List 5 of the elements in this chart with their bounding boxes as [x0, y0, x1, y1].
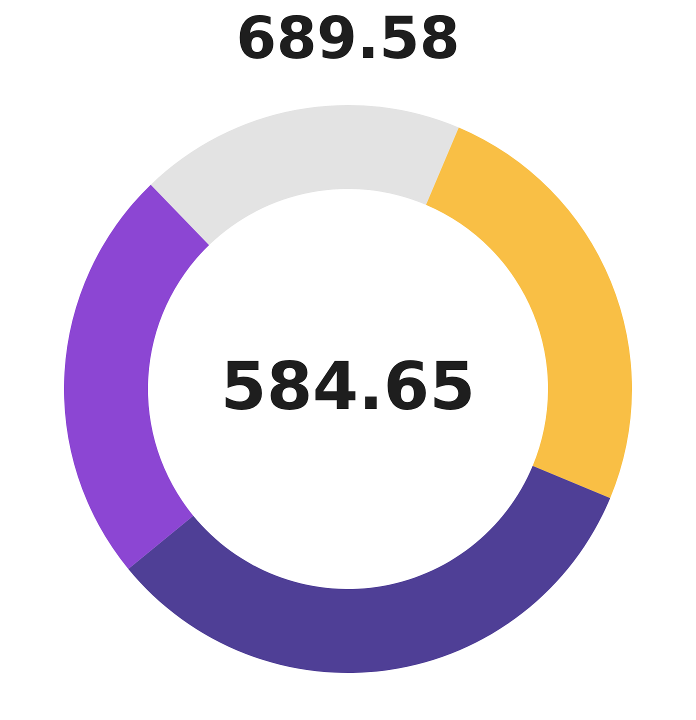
text: 584.65 [220, 348, 476, 425]
donut-slice [128, 466, 610, 673]
donut-slice [150, 105, 459, 246]
donut-slice [64, 184, 210, 569]
chart-title: 689.58 [236, 4, 460, 72]
